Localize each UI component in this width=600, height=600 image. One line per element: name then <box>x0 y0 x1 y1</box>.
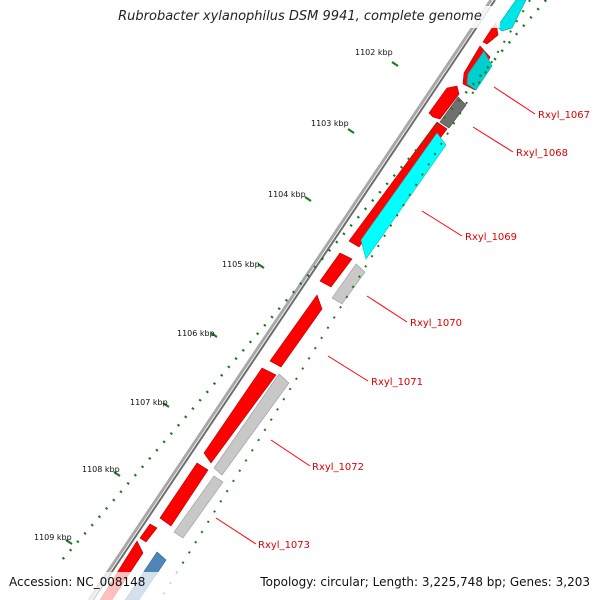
gene-label-rxyl-1073[interactable]: Rxyl_1073 <box>258 540 310 551</box>
leader-line <box>270 439 311 467</box>
reverse-gene[interactable] <box>439 96 467 129</box>
topology-text: Topology: circular; Length: 3,225,748 bp… <box>260 575 590 589</box>
kbp-label: 1107 kbp <box>130 398 168 407</box>
leader-line <box>472 126 514 153</box>
map-title: Rubrobacter xylanophilus DSM 9941, compl… <box>118 9 482 24</box>
kbp-label: 1102 kbp <box>355 48 393 57</box>
reverse-gene[interactable] <box>213 373 290 476</box>
title-backdrop <box>100 6 500 28</box>
kbp-label: 1108 kbp <box>82 465 120 474</box>
leader-line <box>493 86 536 115</box>
gene-label-rxyl-1068[interactable]: Rxyl_1068 <box>516 148 568 159</box>
leader-line <box>327 355 369 382</box>
forward-gene[interactable] <box>139 523 158 543</box>
gene-label-rxyl-1070[interactable]: Rxyl_1070 <box>410 318 462 329</box>
kbp-label: 1103 kbp <box>311 119 349 128</box>
leader-line <box>421 210 463 237</box>
forward-gene[interactable] <box>428 85 460 120</box>
reverse-gene[interactable] <box>466 50 493 91</box>
forward-gene[interactable] <box>269 294 323 368</box>
leader-line <box>366 295 408 323</box>
gene-label-rxyl-1072[interactable]: Rxyl_1072 <box>312 462 364 473</box>
footer-backdrop <box>0 572 600 600</box>
accession-text: Accession: NC_008148 <box>9 575 146 589</box>
kbp-label: 1105 kbp <box>222 260 260 269</box>
gene-label-rxyl-1067[interactable]: Rxyl_1067 <box>538 110 590 121</box>
reverse-gene[interactable] <box>173 475 224 539</box>
reverse-gene[interactable] <box>496 0 527 32</box>
reverse-gene[interactable] <box>331 263 366 305</box>
forward-gene[interactable] <box>319 252 353 288</box>
forward-gene[interactable] <box>159 462 209 527</box>
leader-line <box>215 517 257 545</box>
kbp-scale <box>61 0 547 561</box>
forward-gene[interactable] <box>203 367 277 464</box>
kbp-label: 1109 kbp <box>34 533 72 542</box>
kbp-label: 1106 kbp <box>177 329 215 338</box>
reverse-gene[interactable] <box>360 132 447 260</box>
backbone-inner <box>92 0 496 600</box>
gene-label-rxyl-1071[interactable]: Rxyl_1071 <box>371 377 423 388</box>
kbp-label: 1104 kbp <box>268 190 306 199</box>
backbone-outer <box>87 0 493 600</box>
gene-label-rxyl-1069[interactable]: Rxyl_1069 <box>465 232 517 243</box>
